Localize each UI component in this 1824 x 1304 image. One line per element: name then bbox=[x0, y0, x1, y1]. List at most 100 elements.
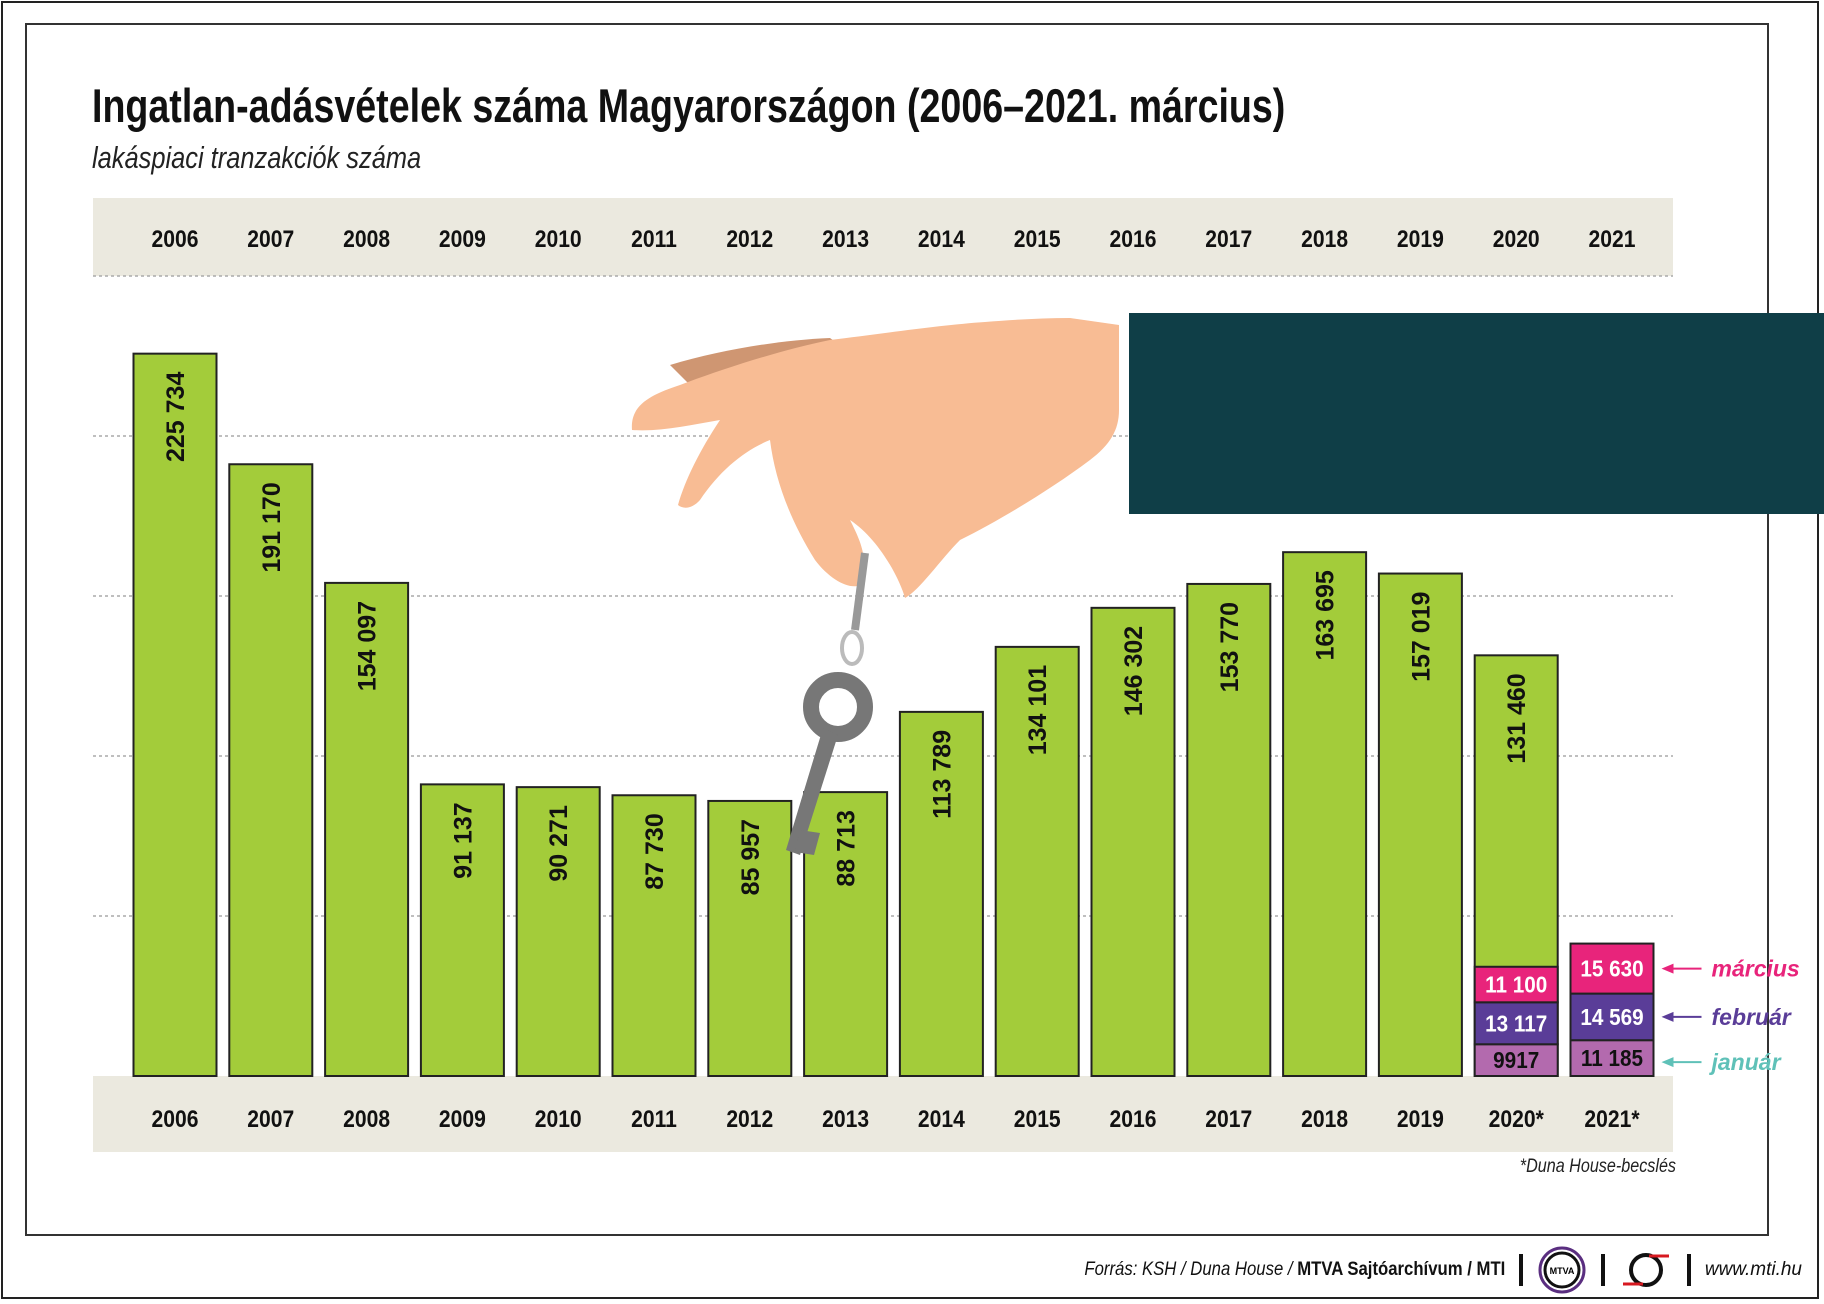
top-year-label: 2017 bbox=[1205, 226, 1252, 253]
bar bbox=[132, 352, 218, 1078]
key-ring-wire bbox=[851, 552, 869, 631]
footer: Forrás: KSH / Duna House / MTVA Sajtóarc… bbox=[1027, 1246, 1802, 1294]
mtva-logo-text: MTVA bbox=[1549, 1266, 1574, 1276]
x-tick-label: 2020* bbox=[1489, 1106, 1544, 1133]
top-year-band bbox=[93, 198, 1673, 276]
chart-subtitle: lakáspiaci tranzakciók száma bbox=[92, 140, 422, 175]
top-year-label: 2021 bbox=[1589, 226, 1636, 253]
stacked-segment-2 bbox=[1473, 1001, 1559, 1046]
x-tick-label: 2015 bbox=[1014, 1106, 1061, 1133]
hand-icon bbox=[631, 318, 1119, 598]
legend-arrow-icon bbox=[1661, 1057, 1674, 1068]
x-tick-label: 2012 bbox=[726, 1106, 773, 1133]
top-year-label: 2013 bbox=[822, 226, 869, 253]
x-tick-label: 2019 bbox=[1397, 1106, 1444, 1133]
segment-value-label: 11 100 bbox=[1485, 972, 1547, 998]
x-tick-label: 2009 bbox=[439, 1106, 486, 1133]
bar bbox=[898, 710, 984, 1077]
top-year-label: 2010 bbox=[535, 226, 582, 253]
x-tick-label: 2007 bbox=[247, 1106, 294, 1133]
bar bbox=[515, 786, 601, 1077]
segment-value-label: 9917 bbox=[1493, 1047, 1539, 1073]
source-credit: Forrás: KSH / Duna House / MTVA Sajtóarc… bbox=[1084, 1259, 1505, 1281]
legend-arrow-icon bbox=[1661, 963, 1674, 974]
website-link[interactable]: www.mti.hu bbox=[1704, 1259, 1802, 1280]
top-year-label: 2018 bbox=[1301, 226, 1348, 253]
bar-value-label: 154 097 bbox=[354, 601, 382, 691]
mti-logo-icon bbox=[1622, 1253, 1669, 1287]
legend-label: március bbox=[1712, 956, 1800, 982]
segment-value-label: 15 630 bbox=[1580, 956, 1643, 982]
x-tick-label: 2014 bbox=[918, 1106, 965, 1133]
bar bbox=[611, 794, 697, 1077]
x-tick-label: 2011 bbox=[631, 1106, 677, 1133]
legend-arrow-icon bbox=[1661, 1011, 1674, 1022]
bar bbox=[419, 783, 505, 1077]
key-bow bbox=[803, 672, 873, 742]
key-small-ring bbox=[840, 630, 864, 666]
divider bbox=[1518, 1254, 1523, 1286]
segment-value-label: 11 185 bbox=[1581, 1045, 1643, 1071]
stacked-segment-1 bbox=[1473, 1043, 1559, 1078]
bar-value-label: 191 170 bbox=[258, 482, 286, 572]
bar bbox=[1377, 572, 1463, 1077]
x-tick-label: 2018 bbox=[1301, 1106, 1348, 1133]
bar-value-label: 153 770 bbox=[1216, 602, 1244, 692]
x-tick-label: 2008 bbox=[343, 1106, 390, 1133]
top-year-label: 2015 bbox=[1014, 226, 1061, 253]
bar bbox=[228, 463, 314, 1078]
top-year-label: 2008 bbox=[343, 226, 390, 253]
segment-value-label: 14 569 bbox=[1580, 1004, 1643, 1030]
key-shaft bbox=[786, 728, 838, 855]
bottom-year-band bbox=[93, 1076, 1673, 1152]
bar-value-label: 163 695 bbox=[1312, 570, 1340, 660]
bar-value-label: 88 713 bbox=[833, 810, 861, 886]
top-year-label: 2016 bbox=[1110, 226, 1157, 253]
bar bbox=[1090, 606, 1176, 1078]
bar-value-label: 134 101 bbox=[1024, 665, 1052, 755]
bar-value-label: 91 137 bbox=[449, 802, 477, 878]
stacked-segment-2 bbox=[1569, 992, 1655, 1042]
bar bbox=[707, 799, 793, 1078]
bar-value-label: 113 789 bbox=[928, 730, 956, 819]
sleeve-panel bbox=[1129, 313, 1824, 514]
top-year-label: 2006 bbox=[152, 226, 199, 253]
top-year-label: 2020 bbox=[1493, 226, 1540, 253]
bar-value-label: 131 460 bbox=[1503, 673, 1531, 763]
bar-value-label: 157 019 bbox=[1407, 592, 1435, 682]
stacked-segment-3 bbox=[1569, 942, 1655, 995]
bar bbox=[324, 581, 410, 1077]
x-tick-label: 2021* bbox=[1584, 1106, 1639, 1133]
divider bbox=[1600, 1254, 1605, 1286]
source-text: Forrás: KSH / Duna House / bbox=[1083, 1259, 1297, 1280]
mtva-logo-icon: MTVA bbox=[1538, 1246, 1586, 1294]
bar-value-label: 87 730 bbox=[641, 813, 669, 889]
bar-value-label: 146 302 bbox=[1120, 626, 1148, 716]
key-bit bbox=[795, 830, 820, 855]
chart-title: Ingatlan-adásvételek száma Magyarországo… bbox=[92, 79, 1286, 132]
x-tick-label: 2017 bbox=[1205, 1106, 1252, 1133]
footnote: *Duna House-becslés bbox=[1519, 1156, 1676, 1177]
bar-value-label: 85 957 bbox=[737, 819, 765, 895]
inner-frame bbox=[25, 23, 1769, 1236]
bar bbox=[1186, 582, 1272, 1077]
top-year-label: 2007 bbox=[247, 226, 294, 253]
legend-label: január bbox=[1709, 1049, 1782, 1075]
hand-with-key-illustration bbox=[631, 313, 1824, 855]
x-tick-label: 2006 bbox=[152, 1106, 199, 1133]
segment-value-label: 13 117 bbox=[1485, 1010, 1547, 1036]
top-year-label: 2012 bbox=[726, 226, 773, 253]
bar-value-label: 90 271 bbox=[545, 805, 573, 882]
divider bbox=[1686, 1254, 1691, 1286]
x-tick-label: 2013 bbox=[822, 1106, 869, 1133]
top-year-label: 2019 bbox=[1397, 226, 1444, 253]
top-year-label: 2011 bbox=[631, 226, 677, 253]
stacked-segment-3 bbox=[1473, 965, 1559, 1004]
x-tick-label: 2010 bbox=[535, 1106, 582, 1133]
bar bbox=[1282, 551, 1368, 1077]
source-archive: MTVA Sajtóarchívum / MTI bbox=[1296, 1259, 1505, 1280]
bar bbox=[994, 645, 1080, 1077]
